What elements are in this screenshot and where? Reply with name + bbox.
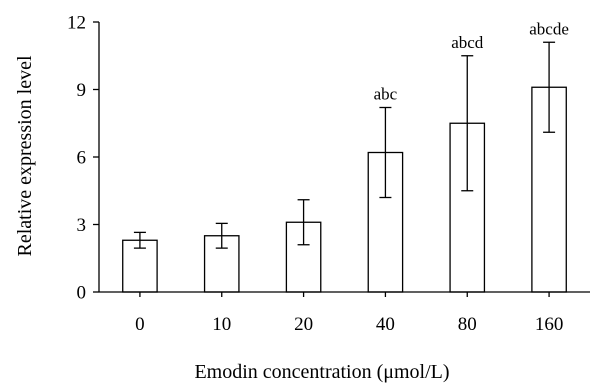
significance-label: abc — [374, 85, 398, 104]
y-axis-title: Relative expression level — [14, 55, 36, 256]
x-tick-label: 40 — [376, 314, 395, 335]
significance-labels: abc abcd abcde — [374, 19, 569, 103]
x-tick-label: 0 — [135, 314, 145, 335]
x-tick-label: 20 — [294, 314, 313, 335]
y-tick-label: 0 — [77, 283, 87, 304]
error-bars — [133, 41, 556, 249]
bars — [122, 86, 567, 293]
y-tick-label: 6 — [77, 148, 87, 169]
significance-label: abcd — [451, 33, 484, 52]
bar — [122, 239, 158, 293]
significance-label: abcde — [529, 19, 569, 38]
y-tick-label: 12 — [67, 13, 86, 34]
y-axis-ticks: 0 3 6 9 12 — [67, 13, 99, 304]
x-axis-tick-labels: 0 10 20 40 80 160 — [135, 292, 563, 335]
x-tick-label: 80 — [458, 314, 477, 335]
y-tick-label: 9 — [77, 80, 87, 101]
x-tick-label: 10 — [212, 314, 231, 335]
x-tick-label: 160 — [535, 314, 564, 335]
y-tick-label: 3 — [77, 215, 87, 236]
x-axis-title: Emodin concentration (μmol/L) — [194, 361, 449, 383]
